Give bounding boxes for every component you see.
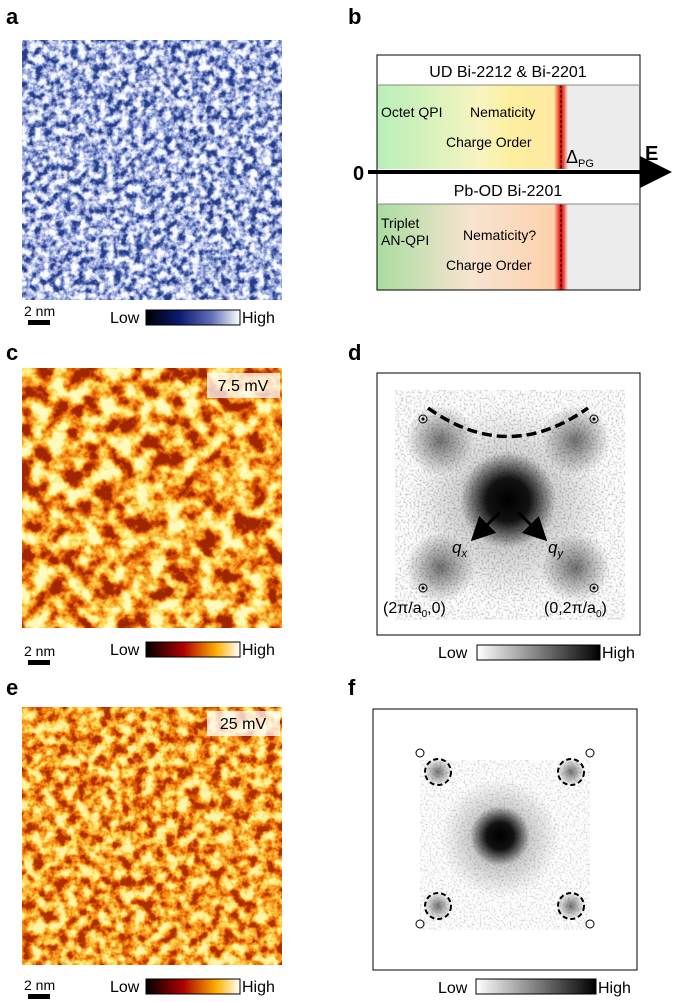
core (470, 806, 530, 866)
q: q (452, 538, 462, 557)
panel-label: b (348, 4, 361, 29)
section-title: UD Bi-2212 & Bi-2201 (429, 64, 587, 81)
panel-label: d (348, 340, 361, 365)
colorbar-low: Low (438, 645, 468, 662)
energy-label: 25 mV (220, 716, 267, 733)
colorbar-low: Low (438, 980, 468, 997)
scale-bar-label: 2 nm (24, 977, 55, 993)
colorbar-low: Low (110, 979, 140, 996)
scale-bar (28, 994, 50, 999)
bragg-markers (418, 414, 599, 593)
subscript: x (460, 548, 467, 560)
colorbar-high: High (598, 980, 631, 997)
colorbar-low: Low (110, 310, 140, 327)
subscript: 0 (596, 609, 602, 620)
spot (541, 533, 611, 603)
region-label: Octet QPI (381, 104, 442, 120)
region-label: Nematicity? (463, 227, 536, 243)
energy-badge (207, 373, 280, 398)
phase-diagram: UD Bi-2212 & Bi-2201 Octet QPI Nematicit… (353, 54, 672, 291)
qx-label: qx (452, 538, 467, 560)
fourier-image (372, 708, 638, 971)
corner-text: ,0) (427, 600, 446, 617)
conductance-map (22, 368, 282, 628)
bragg-markers (415, 748, 595, 929)
qx-arrow (470, 510, 502, 542)
gap-symbol: Δ (566, 147, 578, 167)
subscript: 0 (422, 609, 428, 620)
panel-label: e (6, 675, 18, 700)
panel-label: a (6, 4, 19, 29)
band (565, 204, 640, 290)
colorbar (476, 644, 601, 661)
spot (405, 405, 475, 475)
region-label: Charge Order (446, 134, 532, 150)
panel-label: c (6, 340, 18, 365)
gap-label: ΔPG (566, 147, 594, 170)
corner-label: (0,2π/a0) (544, 600, 607, 620)
colorbar-low: Low (110, 642, 140, 659)
scale-bar (28, 660, 50, 665)
band (377, 204, 565, 290)
scale-bar-label: 2 nm (24, 303, 55, 319)
qy-label: qy (548, 538, 564, 560)
colorbar-high: High (242, 979, 275, 996)
colorbar (145, 641, 241, 658)
gap-subscript: PG (578, 158, 594, 170)
scale-bar-label: 2 nm (24, 643, 55, 659)
colorbar-high: High (242, 310, 275, 327)
topograph-image (22, 40, 282, 300)
colorbar-high: High (242, 642, 275, 659)
colorbar (145, 309, 241, 326)
energy-label: 7.5 mV (218, 378, 269, 395)
panel-label: f (348, 675, 356, 700)
region-label: Charge Order (446, 257, 532, 273)
section-title: Pb-OD Bi-2201 (454, 183, 563, 200)
band (377, 85, 565, 169)
spot (405, 533, 475, 603)
colorbar-high: High (602, 645, 635, 662)
corner-text: (2π/a (383, 600, 422, 617)
origin-label: 0 (353, 163, 364, 185)
dashed-arc (426, 406, 590, 439)
energy-badge (207, 711, 280, 736)
bragg-spots (424, 758, 585, 920)
axis-label: E (645, 143, 658, 165)
region-label: Nematicity (470, 104, 535, 120)
corner-text: ) (602, 600, 607, 617)
region-label: AN-QPI (381, 232, 429, 248)
corner-label: (2π/a0,0) (383, 600, 446, 620)
qy-arrow (516, 510, 548, 542)
band (565, 85, 640, 169)
colorbar (475, 978, 597, 995)
fourier-image: qx qy (2π/a0,0) (0,2π/a0) (376, 372, 641, 636)
dashed-circles (424, 758, 585, 920)
conductance-map (22, 707, 282, 965)
q: q (548, 538, 558, 557)
colorbar (145, 978, 241, 995)
subscript: y (556, 548, 564, 560)
corner-text: (0,2π/a (544, 600, 596, 617)
region-label: Triplet (381, 215, 419, 231)
scale-bar (28, 320, 50, 325)
